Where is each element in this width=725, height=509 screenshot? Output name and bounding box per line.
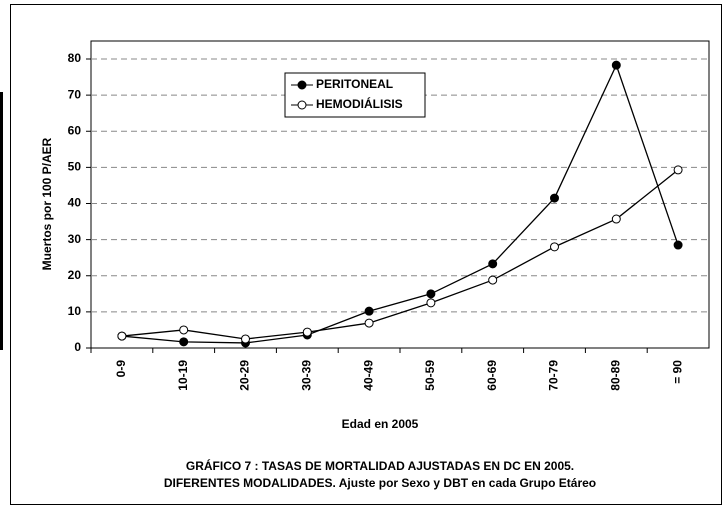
legend-box <box>284 72 426 118</box>
point <box>302 327 312 337</box>
y-tick-label: 80 <box>68 51 82 65</box>
point <box>550 242 559 252</box>
point <box>611 60 621 70</box>
point <box>550 193 559 203</box>
point <box>488 275 498 285</box>
point <box>179 325 189 335</box>
x-tick-label: 70-79 <box>547 360 561 391</box>
point <box>364 306 374 316</box>
series-line <box>121 169 679 340</box>
x-tick-label: 60-69 <box>485 360 499 391</box>
x-tick-label: 50-59 <box>423 360 437 391</box>
chart-title: GRÁFICO 7 : TASAS DE MORTALIDAD AJUSTADA… <box>186 458 574 473</box>
y-tick-label: 20 <box>68 268 82 282</box>
x-tick-label: 30-39 <box>299 360 313 391</box>
legend-marker <box>297 80 307 90</box>
chart-subtitle: DIFERENTES MODALIDADES. Ajuste por Sexo … <box>164 476 596 490</box>
point <box>117 331 127 341</box>
x-tick-label: 10-19 <box>176 360 190 391</box>
legend-label: HEMODIÁLISIS <box>316 96 403 111</box>
edge-bar <box>0 92 3 350</box>
point <box>241 334 250 344</box>
y-tick-label: 0 <box>74 340 81 354</box>
point <box>611 214 621 224</box>
y-tick-label: 70 <box>68 87 82 101</box>
y-tick-label: 60 <box>68 123 82 137</box>
point <box>179 337 189 347</box>
x-tick-label: 80-89 <box>608 360 622 391</box>
legend-marker <box>297 100 307 110</box>
x-tick-label: = 90 <box>670 360 684 384</box>
y-tick-label: 10 <box>68 304 82 318</box>
point <box>364 318 374 328</box>
point <box>673 240 683 250</box>
y-tick-label: 30 <box>68 232 82 246</box>
x-tick-label: 40-49 <box>361 360 375 391</box>
x-tick-label: 20-29 <box>238 360 252 391</box>
series-line <box>121 63 679 344</box>
point <box>673 165 683 175</box>
x-axis-label: Edad en 2005 <box>342 417 419 431</box>
x-tick-label: 0-9 <box>114 360 128 378</box>
point <box>488 259 498 269</box>
y-tick-label: 40 <box>68 196 82 210</box>
y-tick-label: 50 <box>68 160 82 174</box>
point <box>426 298 436 308</box>
point <box>426 289 436 299</box>
legend-label: PERITONEAL <box>316 77 393 91</box>
y-axis-label: Muertos por 100 P/AER <box>40 137 54 270</box>
